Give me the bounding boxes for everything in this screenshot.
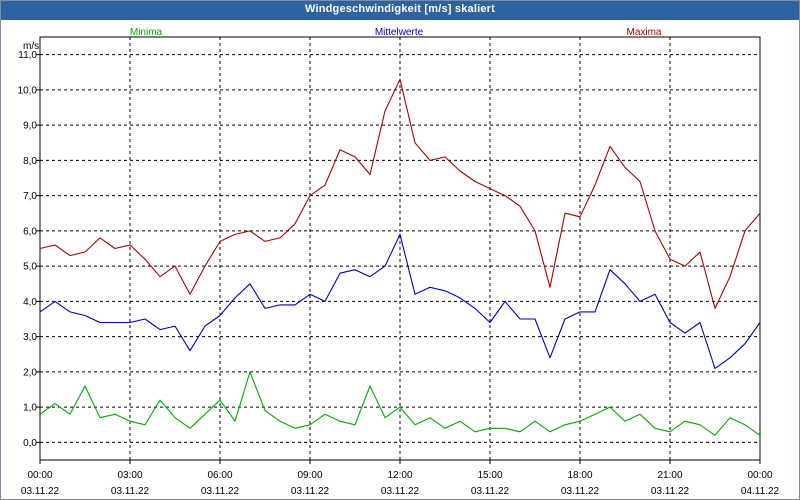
x-tick-time: 00:00 bbox=[27, 470, 52, 481]
x-tick-date: 03.11.22 bbox=[381, 486, 420, 497]
y-tick-label: 2,0 bbox=[23, 367, 37, 378]
y-tick-label: 10,0 bbox=[18, 85, 38, 96]
x-tick-time: 12:00 bbox=[387, 470, 412, 481]
y-tick-label: 0,0 bbox=[23, 438, 37, 449]
x-tick-date: 03.11.22 bbox=[21, 486, 60, 497]
legend: Minima Mittelwerte Maxima bbox=[130, 27, 662, 38]
y-tick-label: 7,0 bbox=[23, 191, 37, 202]
series-line-minima bbox=[39, 371, 761, 436]
x-tick-time: 09:00 bbox=[297, 470, 322, 481]
grid-lines bbox=[40, 37, 760, 460]
x-tick-time: 06:00 bbox=[207, 470, 232, 481]
legend-label-maxima: Maxima bbox=[626, 27, 661, 38]
y-tick-label: 11,0 bbox=[18, 50, 37, 61]
window-title: Windgeschwindigkeit [m/s] skaliert bbox=[304, 3, 496, 15]
title-bar: Windgeschwindigkeit [m/s] skaliert bbox=[1, 1, 799, 20]
x-tick-time: 18:00 bbox=[567, 470, 592, 481]
y-tick-label: 4,0 bbox=[23, 297, 37, 308]
x-tick-labels: 00:00 03.11.22 03:00 03.11.22 06:00 03.11.22 0… bbox=[21, 470, 780, 497]
x-tick-date: 03.11.22 bbox=[651, 486, 690, 497]
x-tick-date: 03.11.22 bbox=[201, 486, 240, 497]
x-tick-time: 00:00 bbox=[747, 470, 772, 481]
y-tick-label: 5,0 bbox=[23, 262, 37, 273]
x-tick-time: 15:00 bbox=[477, 470, 502, 481]
x-tick-date: 03.11.22 bbox=[471, 486, 510, 497]
y-tick-label: 3,0 bbox=[23, 332, 37, 343]
y-tick-label: 1,0 bbox=[23, 403, 37, 414]
y-tick-labels: 0,0 1,0 2,0 3,0 4,0 5,0 6,0 7,0 8,0 9,0 10,0 11,0 bbox=[18, 50, 38, 449]
data-series bbox=[39, 78, 761, 436]
series-line-maxima bbox=[39, 78, 761, 309]
y-tick-label: 6,0 bbox=[23, 226, 37, 237]
axes bbox=[36, 36, 761, 464]
y-tick-label: 9,0 bbox=[23, 121, 37, 132]
legend-label-mittelwerte: Mittelwerte bbox=[375, 27, 424, 38]
x-tick-time: 21:00 bbox=[657, 470, 682, 481]
x-tick-date: 03.11.22 bbox=[291, 486, 330, 497]
legend-label-minima: Minima bbox=[130, 27, 163, 38]
wind-speed-chart: 0,0 1,0 2,0 3,0 4,0 5,0 6,0 7,0 8,0 9,0 10,0 11,0 0… bbox=[18, 27, 780, 497]
y-axis-unit: m/s bbox=[23, 41, 39, 52]
x-tick-date: 03.11.22 bbox=[561, 486, 600, 497]
x-tick-date: 04.11.22 bbox=[741, 486, 780, 497]
x-tick-date: 03.11.22 bbox=[111, 486, 150, 497]
x-tick-time: 03:00 bbox=[117, 470, 142, 481]
series-line-mittelwerte bbox=[39, 233, 761, 369]
y-tick-label: 8,0 bbox=[23, 156, 37, 167]
